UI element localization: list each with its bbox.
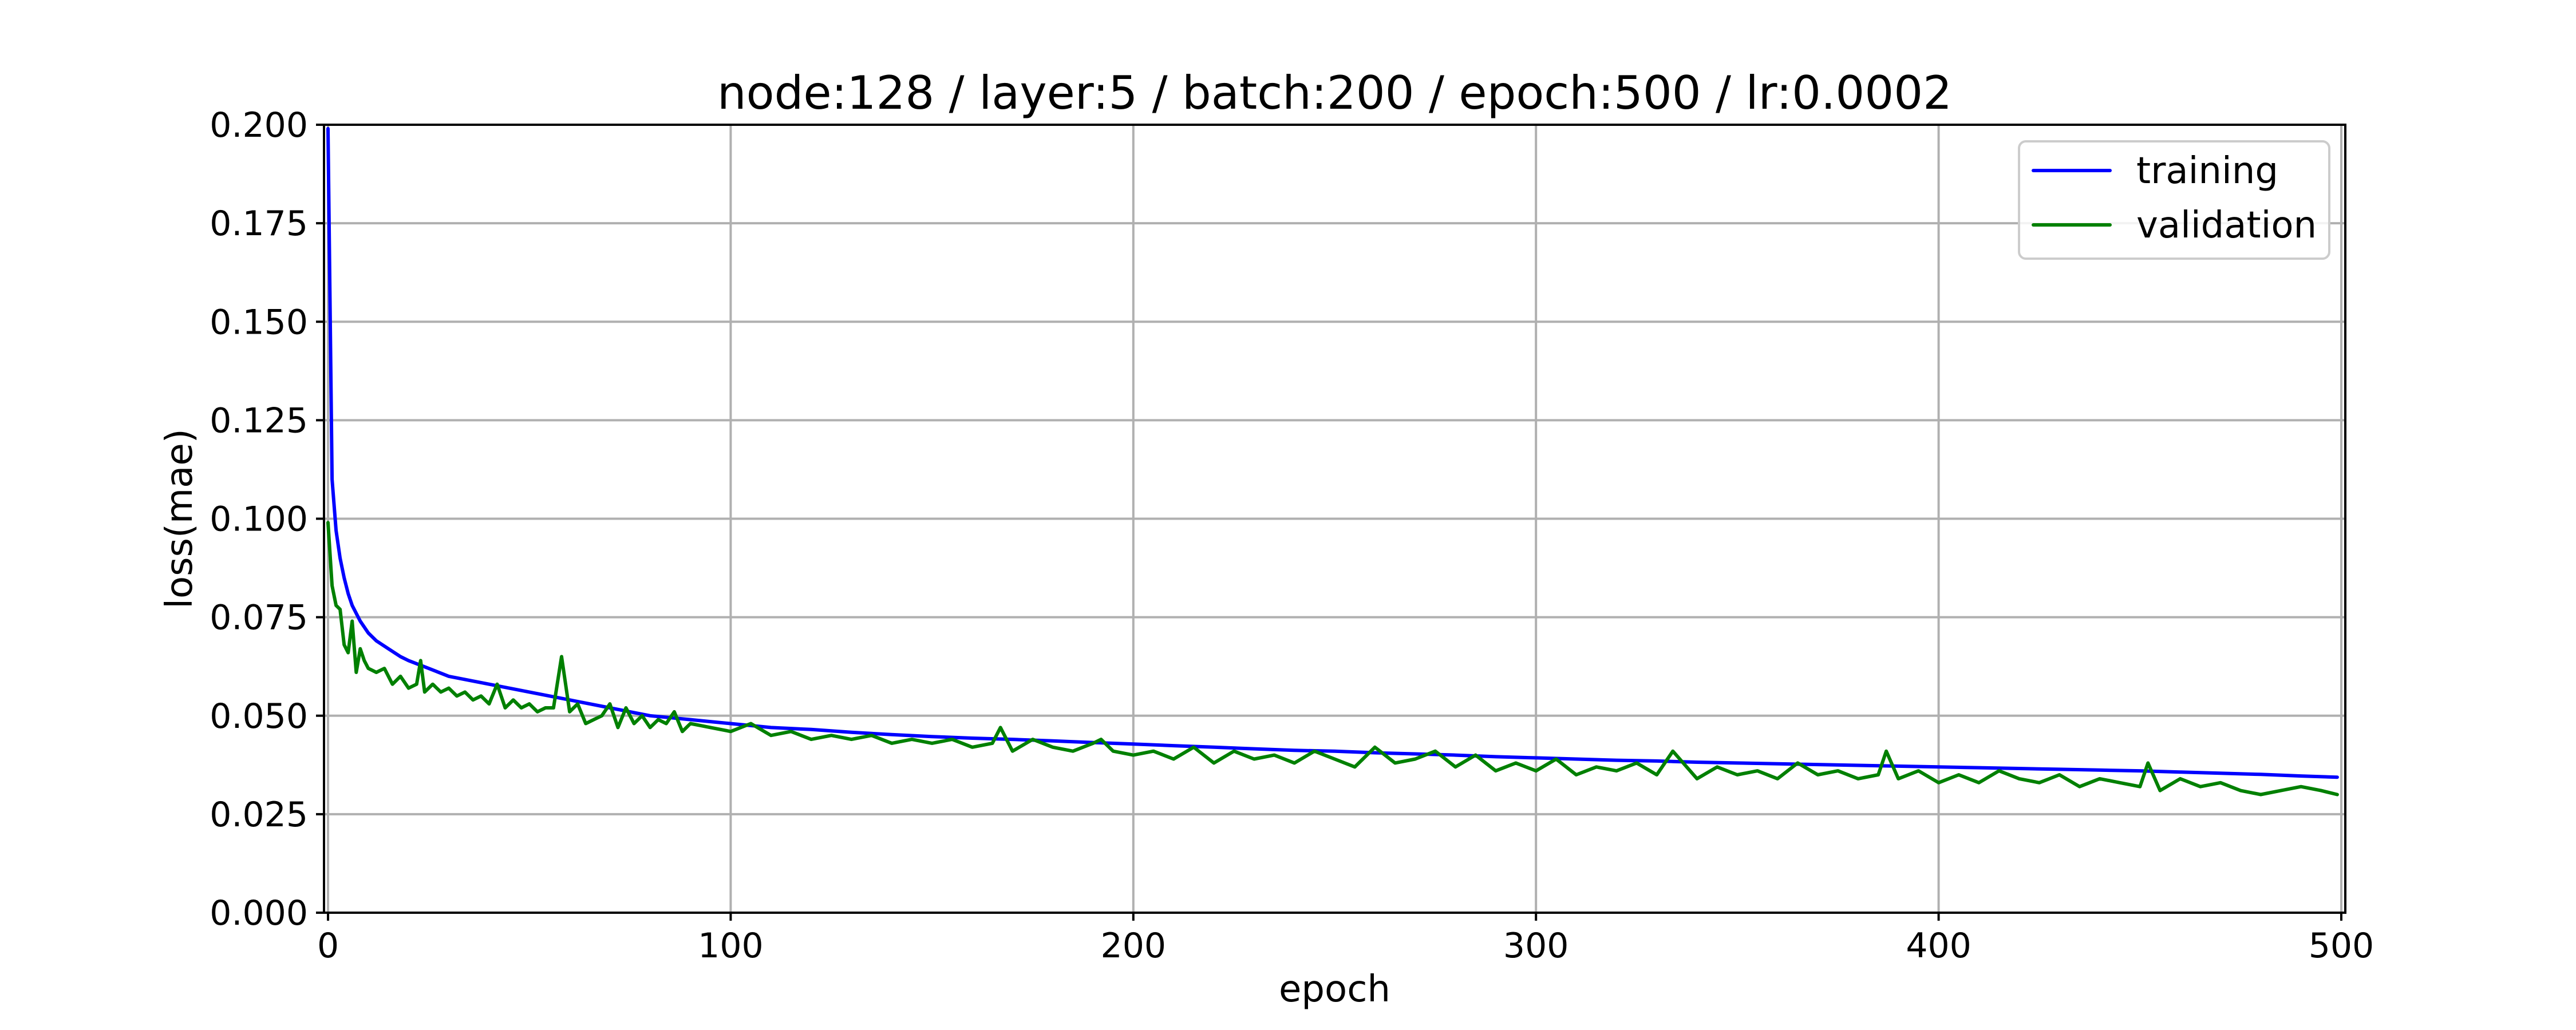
x-tick-label-400: 400 xyxy=(1906,926,1971,966)
y-tick-label-0.200: 0.200 xyxy=(210,105,308,145)
y-tick-label-0.050: 0.050 xyxy=(210,696,308,736)
x-tick-label-200: 200 xyxy=(1101,926,1167,966)
x-tick-label-500: 500 xyxy=(2309,926,2374,966)
y-tick-label-0.100: 0.100 xyxy=(210,500,308,540)
legend: training validation xyxy=(2018,140,2330,260)
y-tick-label-0.175: 0.175 xyxy=(210,204,308,244)
y-axis-label: loss(mae) xyxy=(159,429,201,609)
series-line-validation xyxy=(326,521,2339,797)
legend-label-validation: validation xyxy=(2136,204,2317,247)
x-axis: 0 100 200 300 400 500 xyxy=(317,913,2374,966)
x-tick-label-300: 300 xyxy=(1503,926,1569,966)
chart-title: node:128 / layer:5 / batch:200 / epoch:5… xyxy=(717,66,1952,120)
legend-label-training: training xyxy=(2136,150,2278,192)
series-line-training xyxy=(326,126,2339,779)
y-tick-label-0.025: 0.025 xyxy=(210,795,308,835)
y-axis: 0.000 0.025 0.050 0.075 0.100 0.125 0.150 0.175… xyxy=(210,105,324,933)
series-layer xyxy=(326,126,2339,797)
x-tick-label-100: 100 xyxy=(698,926,764,966)
y-tick-label-0.000: 0.000 xyxy=(210,893,308,933)
x-axis-label: epoch xyxy=(1279,968,1390,1011)
y-tick-label-0.125: 0.125 xyxy=(210,401,308,441)
y-tick-label-0.075: 0.075 xyxy=(210,598,308,638)
x-tick-label-0: 0 xyxy=(317,926,339,966)
y-tick-label-0.150: 0.150 xyxy=(210,302,308,342)
